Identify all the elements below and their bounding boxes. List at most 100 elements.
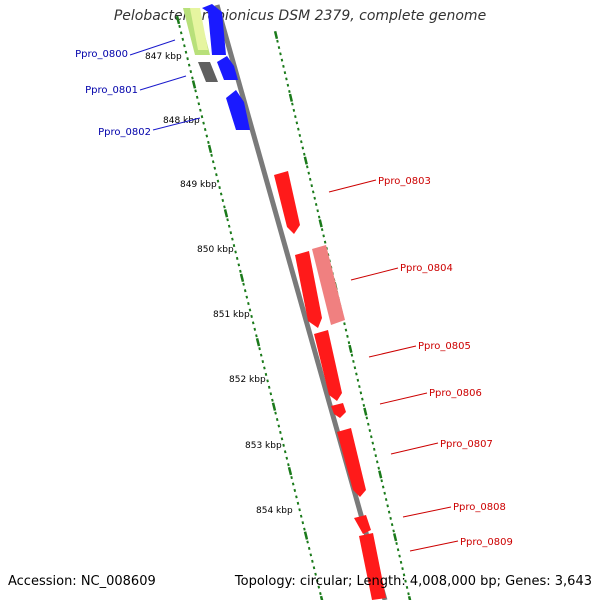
minor-tick <box>197 102 201 106</box>
minor-tick <box>362 403 366 407</box>
gene-ppro-0804-pseudo[interactable] <box>312 245 345 325</box>
gene-label-ppro-0802[interactable]: Ppro_0802 <box>98 127 151 138</box>
minor-tick <box>276 39 279 43</box>
minor-tick <box>316 209 319 213</box>
ruler-tick-label: 853 kbp <box>245 441 282 451</box>
major-tick <box>348 344 353 353</box>
gene-ppro-0800[interactable] <box>202 4 226 55</box>
minor-tick <box>215 173 218 177</box>
minor-tick <box>250 314 253 318</box>
minor-tick <box>203 128 207 132</box>
major-tick <box>271 402 277 411</box>
minor-tick <box>191 76 194 80</box>
minor-tick <box>407 592 410 596</box>
minor-tick <box>343 322 346 326</box>
minor-tick <box>280 437 284 441</box>
minor-tick <box>277 424 281 428</box>
major-tick <box>287 466 293 476</box>
major-tick <box>303 531 309 540</box>
minor-tick <box>295 495 298 499</box>
gene-ppro-0804[interactable] <box>295 251 322 328</box>
minor-tick <box>183 44 186 48</box>
minor-tick <box>218 186 221 190</box>
minor-tick <box>323 240 327 244</box>
gene-ppro-0808[interactable] <box>354 515 371 534</box>
gene-label-ppro-0801[interactable]: Ppro_0801 <box>85 85 138 96</box>
major-tick <box>407 595 412 600</box>
gene-ppro-0806[interactable] <box>331 403 346 418</box>
minor-tick <box>380 479 383 483</box>
gene-label-ppro-0807[interactable]: Ppro_0807 <box>440 439 493 450</box>
minor-tick <box>280 58 284 62</box>
minor-tick <box>311 190 315 194</box>
ruler-tick-label: 854 kbp <box>256 506 293 516</box>
leader-line <box>129 39 176 56</box>
minor-tick <box>274 411 277 415</box>
minor-tick <box>194 89 197 93</box>
minor-tick <box>405 585 409 589</box>
minor-tick <box>384 498 388 502</box>
minor-tick <box>251 321 255 325</box>
gene-label-ppro-0808[interactable]: Ppro_0808 <box>453 502 506 513</box>
minor-tick <box>258 347 261 351</box>
minor-tick <box>229 231 233 235</box>
minor-tick <box>275 418 279 422</box>
minor-tick <box>389 516 392 520</box>
leader-line <box>152 117 201 131</box>
minor-tick <box>401 567 404 571</box>
major-tick <box>319 595 324 600</box>
ruler-tick-label: 847 kbp <box>145 52 182 62</box>
gene-ppro-0801[interactable] <box>217 56 238 80</box>
ruler: 847 kbp 848 kbp 849 kbp 850 kbp 851 kbp … <box>145 52 293 516</box>
gene-label-ppro-0803[interactable]: Ppro_0803 <box>378 176 431 187</box>
minor-tick <box>232 244 236 248</box>
minor-tick <box>263 366 266 370</box>
minor-tick <box>395 542 398 545</box>
minor-tick <box>288 90 291 93</box>
minor-tick <box>267 385 271 389</box>
leader-line <box>390 442 439 455</box>
minor-tick <box>377 466 381 470</box>
gene-ppro-0802[interactable] <box>226 90 250 130</box>
minor-tick <box>290 476 293 480</box>
minor-tick <box>269 392 273 396</box>
minor-tick <box>279 52 282 56</box>
reverse-genes <box>274 171 386 600</box>
gene-label-ppro-0804[interactable]: Ppro_0804 <box>400 263 453 274</box>
accession-label: Accession: NC_008609 <box>8 574 156 589</box>
gene-label-ppro-0809[interactable]: Ppro_0809 <box>460 537 513 548</box>
leader-line <box>139 75 187 91</box>
minor-tick <box>287 463 290 467</box>
minor-tick <box>386 504 389 508</box>
major-tick <box>303 156 308 165</box>
gene-ppro-0803[interactable] <box>274 171 300 234</box>
minor-tick <box>243 289 247 293</box>
major-tick <box>255 338 261 347</box>
gene-ppro-0805[interactable] <box>314 330 342 401</box>
gene-label-ppro-0800[interactable]: Ppro_0800 <box>75 49 128 60</box>
minor-tick <box>312 566 316 570</box>
gene-label-ppro-0806[interactable]: Ppro_0806 <box>429 388 482 399</box>
minor-tick <box>271 398 274 402</box>
minor-tick <box>353 366 357 370</box>
minor-tick <box>372 447 376 451</box>
gene-marker-grey <box>198 62 218 82</box>
ruler-tick-label: 852 kbp <box>229 375 266 385</box>
minor-tick <box>317 585 321 589</box>
minor-tick <box>399 560 403 564</box>
leader-line <box>409 540 459 552</box>
minor-tick <box>179 31 183 35</box>
forward-genes <box>202 4 250 130</box>
minor-tick <box>211 160 215 164</box>
minor-tick <box>309 553 313 557</box>
gene-label-ppro-0805[interactable]: Ppro_0805 <box>418 341 471 352</box>
gene-ppro-0807[interactable] <box>337 428 366 497</box>
minor-tick <box>311 559 314 563</box>
minor-tick <box>374 454 378 458</box>
gene-ppro-0809[interactable] <box>359 533 386 600</box>
minor-tick <box>387 510 391 514</box>
minor-tick <box>285 456 289 460</box>
minor-tick <box>371 441 375 445</box>
minor-tick <box>283 71 287 75</box>
